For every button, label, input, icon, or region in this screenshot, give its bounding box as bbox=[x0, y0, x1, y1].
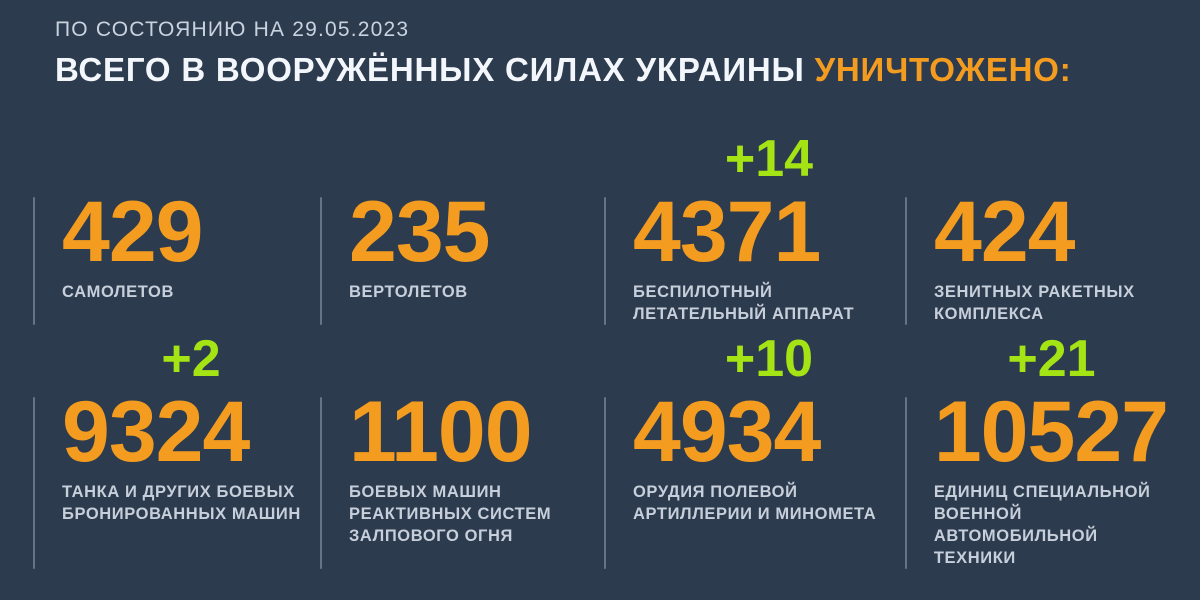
stat-body: 429 САМОЛЕТОВ bbox=[33, 184, 320, 325]
stat-label: ЗЕНИТНЫХ РАКЕТНЫХ КОМПЛЕКСА bbox=[934, 281, 1135, 325]
stat-label-line: РЕАКТИВНЫХ СИСТЕМ bbox=[349, 505, 552, 523]
stat-label: ОРУДИЯ ПОЛЕВОЙ АРТИЛЛЕРИИ И МИНОМЕТА bbox=[633, 481, 876, 525]
stat-label-line: ОРУДИЯ ПОЛЕВОЙ bbox=[633, 483, 798, 501]
stat-value: 9324 bbox=[62, 384, 250, 480]
stat-label-line: БЕСПИЛОТНЫЙ bbox=[633, 283, 773, 301]
stat-value: 4934 bbox=[633, 384, 821, 480]
column-divider bbox=[604, 197, 606, 325]
stat-body: 1100 БОЕВЫХ МАШИН РЕАКТИВНЫХ СИСТЕМ ЗАЛП… bbox=[320, 384, 604, 569]
as-of-date: ПО СОСТОЯНИЮ НА 29.05.2023 bbox=[55, 18, 410, 41]
stat-content: 1100 БОЕВЫХ МАШИН РЕАКТИВНЫХ СИСТЕМ ЗАЛП… bbox=[322, 384, 551, 569]
stat-content: 235 ВЕРТОЛЕТОВ bbox=[322, 184, 490, 325]
stats-grid: 429 САМОЛЕТОВ 235 ВЕРТОЛЕТОВ +14 4371 bbox=[33, 130, 1200, 569]
stat-delta bbox=[349, 135, 604, 181]
stat-delta: +14 bbox=[724, 130, 814, 188]
stat-value: 10527 bbox=[933, 384, 1169, 480]
stat-label-line: БРОНИРОВАННЫХ МАШИН bbox=[62, 505, 301, 523]
stat-delta bbox=[62, 135, 320, 181]
stat-card-tanks-afv: +2 9324 ТАНКА И ДРУГИХ БОЕВЫХ БРОНИРОВАН… bbox=[33, 330, 320, 569]
stat-label: БЕСПИЛОТНЫЙ ЛЕТАТЕЛЬНЫЙ АППАРАТ bbox=[633, 281, 854, 325]
stat-value: 235 bbox=[349, 184, 490, 280]
stat-label-line: ТЕХНИКИ bbox=[933, 549, 1016, 567]
stat-value: 429 bbox=[62, 184, 203, 280]
column-divider bbox=[33, 197, 35, 325]
header: ПО СОСТОЯНИЮ НА 29.05.2023 ВСЕГО В ВООРУ… bbox=[0, 0, 1200, 89]
stat-label-line: ВЕРТОЛЕТОВ bbox=[349, 283, 468, 301]
stat-label-line: ЛЕТАТЕЛЬНЫЙ АППАРАТ bbox=[633, 305, 855, 323]
page-title-main: ВСЕГО В ВООРУЖЁННЫХ СИЛАХ УКРАИНЫ bbox=[55, 51, 815, 88]
stat-card-uav: +14 4371 БЕСПИЛОТНЫЙ ЛЕТАТЕЛЬНЫЙ АППАРАТ bbox=[604, 130, 905, 325]
stat-delta bbox=[934, 135, 1169, 181]
column-divider bbox=[905, 397, 907, 569]
stat-value: 1100 bbox=[349, 384, 533, 480]
stat-content: 4371 БЕСПИЛОТНЫЙ ЛЕТАТЕЛЬНЫЙ АППАРАТ bbox=[606, 184, 854, 325]
stat-label: ВЕРТОЛЕТОВ bbox=[349, 281, 490, 303]
stat-delta: +21 bbox=[1007, 330, 1096, 388]
stat-body: 10527 ЕДИНИЦ СПЕЦИАЛЬНОЙ ВОЕННОЙ АВТОМОБ… bbox=[905, 384, 1169, 569]
column-divider bbox=[320, 397, 322, 569]
stat-label: ЕДИНИЦ СПЕЦИАЛЬНОЙ ВОЕННОЙ АВТОМОБИЛЬНОЙ… bbox=[934, 481, 1169, 569]
stat-label-line: КОМПЛЕКСА bbox=[934, 305, 1044, 323]
stat-content: 429 САМОЛЕТОВ bbox=[35, 184, 203, 325]
stat-content: 424 ЗЕНИТНЫХ РАКЕТНЫХ КОМПЛЕКСА bbox=[907, 184, 1135, 325]
stat-label: БОЕВЫХ МАШИН РЕАКТИВНЫХ СИСТЕМ ЗАЛПОВОГО… bbox=[349, 481, 551, 547]
stat-content: 4934 ОРУДИЯ ПОЛЕВОЙ АРТИЛЛЕРИИ И МИНОМЕТ… bbox=[606, 384, 876, 569]
stat-delta: +10 bbox=[724, 330, 814, 388]
stat-label-line: САМОЛЕТОВ bbox=[62, 283, 174, 301]
stat-body: 9324 ТАНКА И ДРУГИХ БОЕВЫХ БРОНИРОВАННЫХ… bbox=[33, 384, 320, 569]
stat-label-line: ЗАЛПОВОГО ОГНЯ bbox=[349, 527, 513, 545]
stat-label-line: БОЕВЫХ МАШИН bbox=[349, 483, 502, 501]
stat-content: 10527 ЕДИНИЦ СПЕЦИАЛЬНОЙ ВОЕННОЙ АВТОМОБ… bbox=[907, 384, 1169, 569]
stat-delta: +2 bbox=[161, 330, 221, 388]
stat-label-line: АРТИЛЛЕРИИ И МИНОМЕТА bbox=[633, 505, 877, 523]
stat-card-helicopters: 235 ВЕРТОЛЕТОВ bbox=[320, 135, 604, 325]
stat-label: ТАНКА И ДРУГИХ БОЕВЫХ БРОНИРОВАННЫХ МАШИ… bbox=[62, 481, 301, 525]
column-divider bbox=[33, 397, 35, 569]
stat-value: 424 bbox=[934, 184, 1075, 280]
page-title: ВСЕГО В ВООРУЖЁННЫХ СИЛАХ УКРАИНЫ УНИЧТО… bbox=[55, 51, 1200, 89]
column-divider bbox=[604, 397, 606, 569]
stat-card-artillery-mortars: +10 4934 ОРУДИЯ ПОЛЕВОЙ АРТИЛЛЕРИИ И МИН… bbox=[604, 330, 905, 569]
stat-label-line: ВОЕННОЙ АВТОМОБИЛЬНОЙ bbox=[933, 505, 1098, 545]
stat-delta bbox=[349, 335, 604, 381]
stat-card-special-vehicles: +21 10527 ЕДИНИЦ СПЕЦИАЛЬНОЙ ВОЕННОЙ АВТ… bbox=[905, 330, 1169, 569]
column-divider bbox=[320, 197, 322, 325]
stat-body: 235 ВЕРТОЛЕТОВ bbox=[320, 184, 604, 325]
stat-label: САМОЛЕТОВ bbox=[62, 281, 203, 303]
page-title-accent: УНИЧТОЖЕНО: bbox=[814, 51, 1072, 88]
stat-value: 4371 bbox=[633, 184, 821, 280]
stat-body: 424 ЗЕНИТНЫХ РАКЕТНЫХ КОМПЛЕКСА bbox=[905, 184, 1169, 325]
stat-content: 9324 ТАНКА И ДРУГИХ БОЕВЫХ БРОНИРОВАННЫХ… bbox=[35, 384, 301, 569]
stat-card-mlrs: 1100 БОЕВЫХ МАШИН РЕАКТИВНЫХ СИСТЕМ ЗАЛП… bbox=[320, 335, 604, 569]
stat-card-aircraft: 429 САМОЛЕТОВ bbox=[33, 135, 320, 325]
column-divider bbox=[905, 197, 907, 325]
stat-label-line: ТАНКА И ДРУГИХ БОЕВЫХ bbox=[62, 483, 295, 501]
stat-label-line: ЗЕНИТНЫХ РАКЕТНЫХ bbox=[934, 283, 1135, 301]
stat-card-sam-systems: 424 ЗЕНИТНЫХ РАКЕТНЫХ КОМПЛЕКСА bbox=[905, 135, 1169, 325]
stat-body: 4934 ОРУДИЯ ПОЛЕВОЙ АРТИЛЛЕРИИ И МИНОМЕТ… bbox=[604, 384, 905, 569]
stat-label-line: ЕДИНИЦ СПЕЦИАЛЬНОЙ bbox=[933, 483, 1151, 501]
stat-body: 4371 БЕСПИЛОТНЫЙ ЛЕТАТЕЛЬНЫЙ АППАРАТ bbox=[604, 184, 905, 325]
